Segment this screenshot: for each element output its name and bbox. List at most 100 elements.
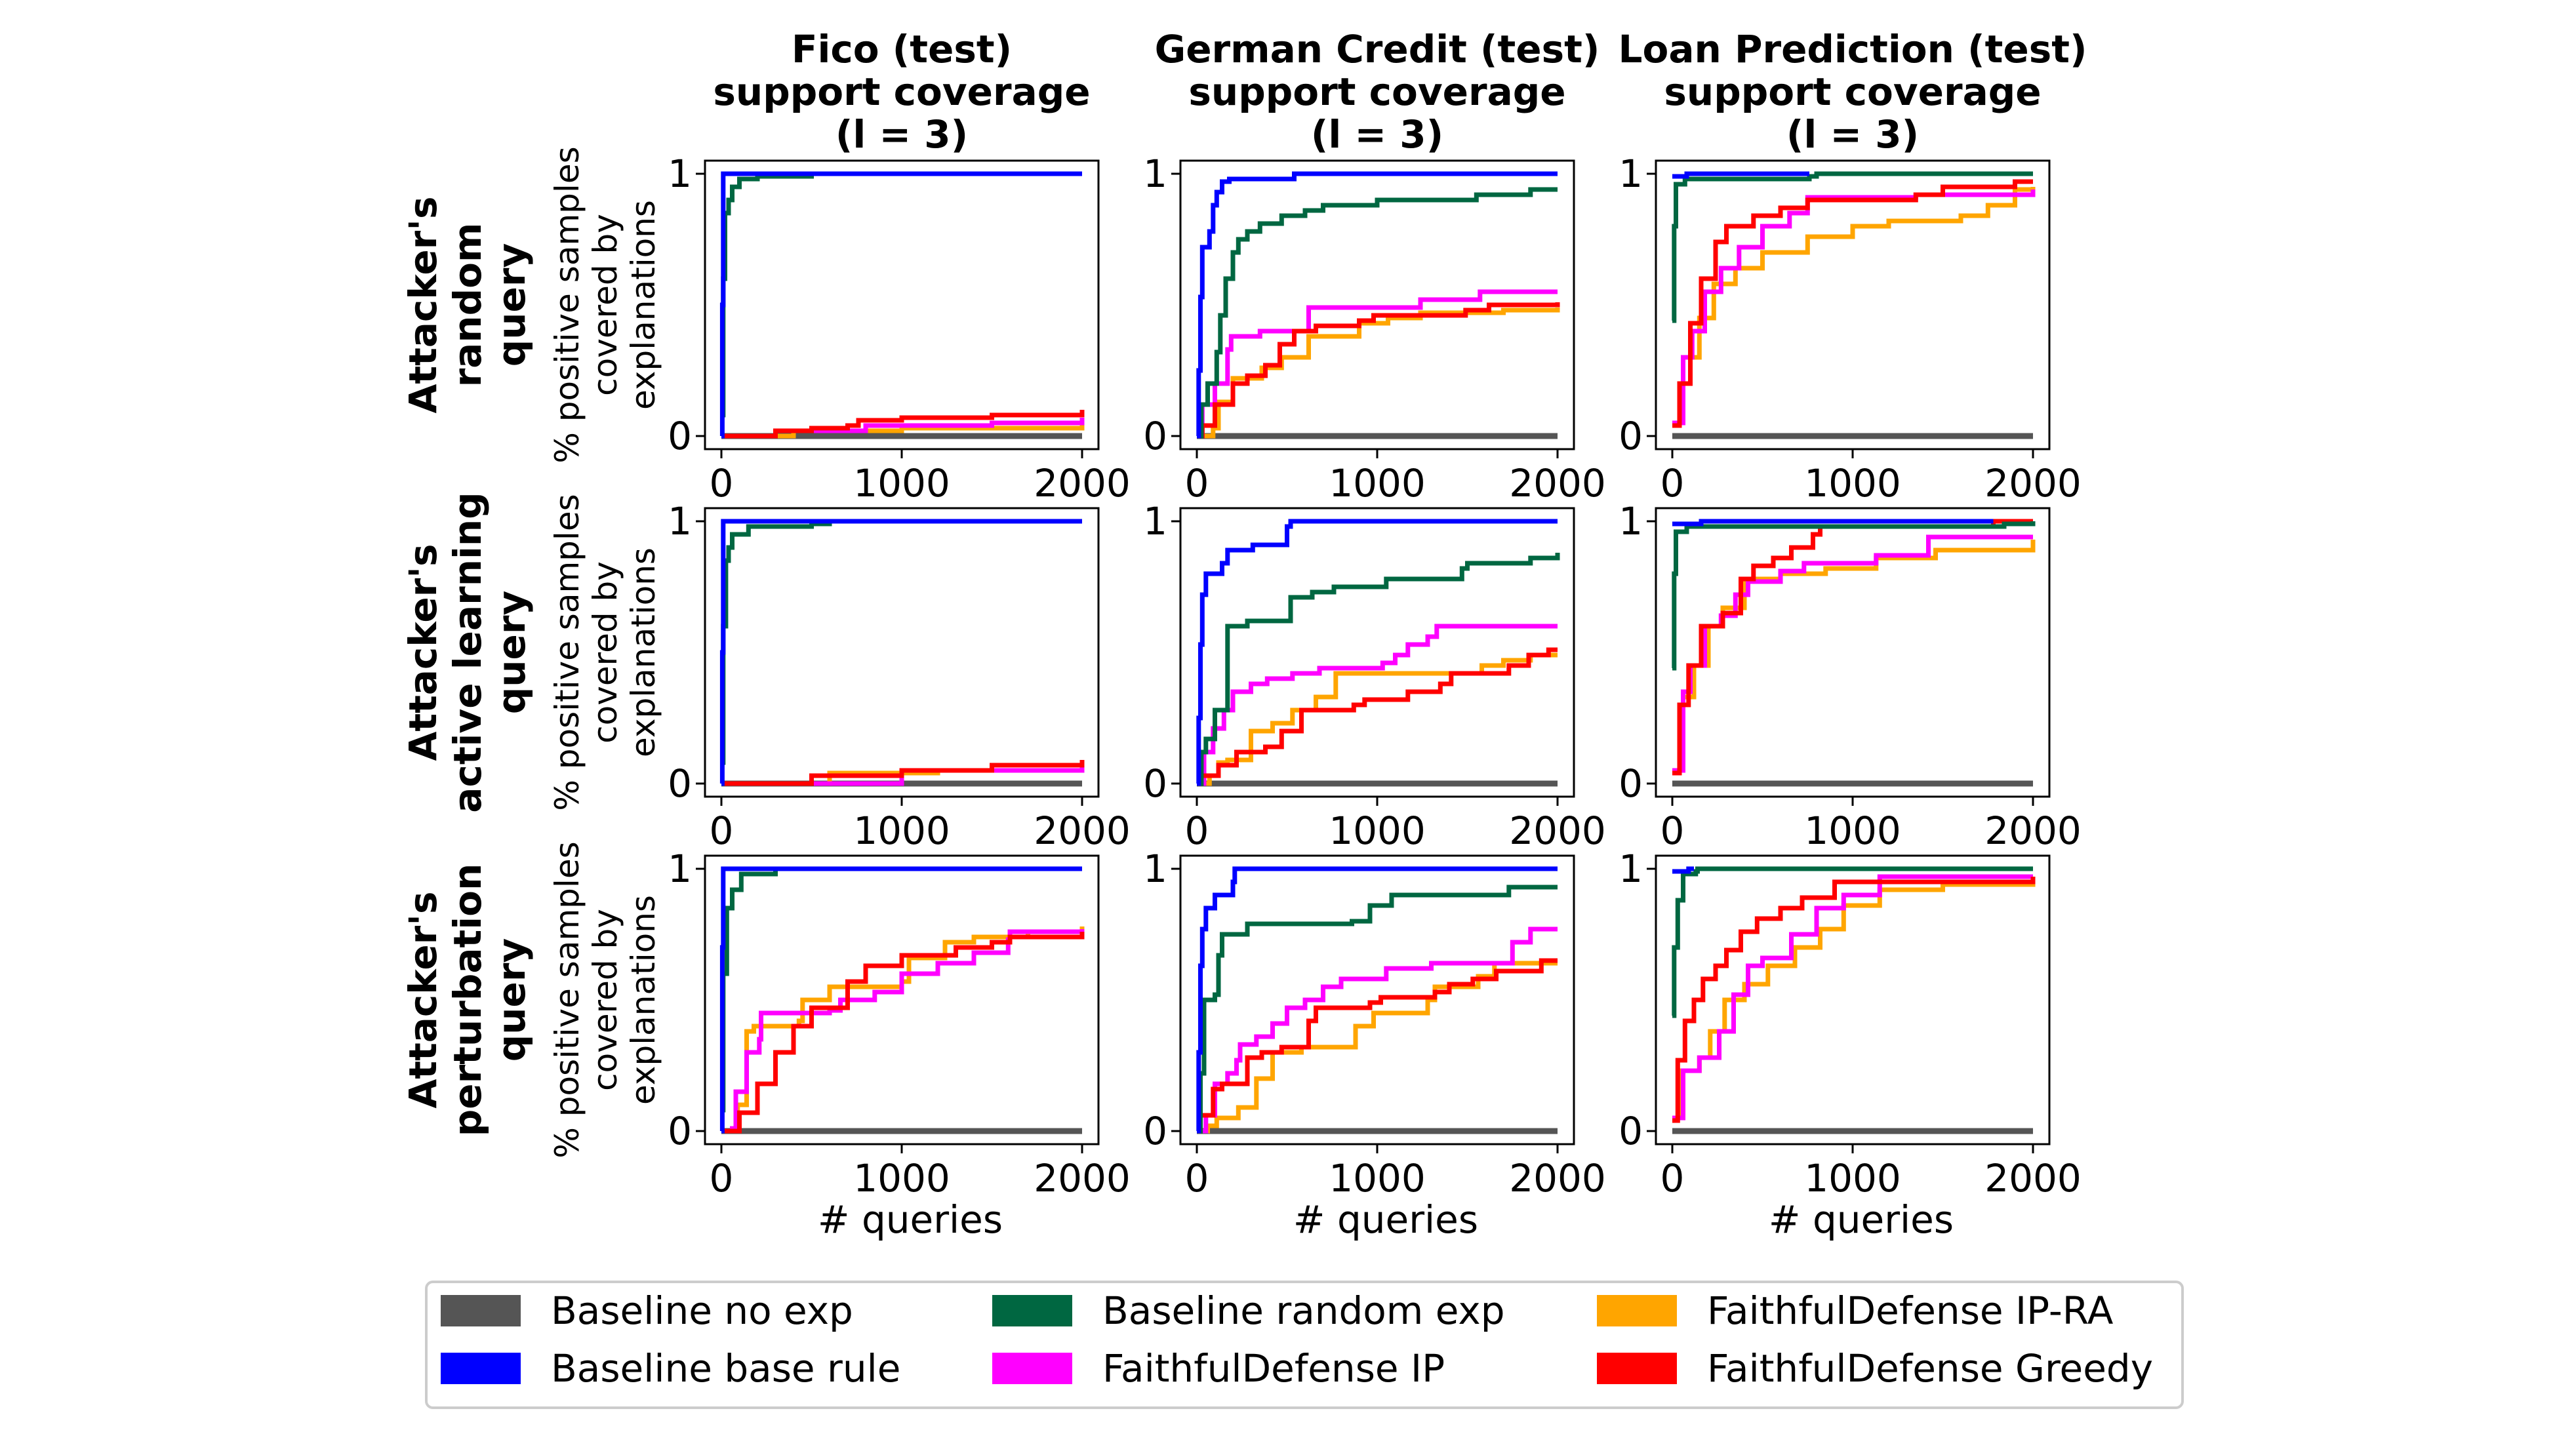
legend-label: Baseline no exp (551, 1288, 853, 1333)
col-title-german-line3: (l = 3) (1311, 112, 1443, 157)
x-tick-label: 1000 (1329, 461, 1426, 506)
series-line-rand (721, 171, 1082, 418)
y-tick-label: 1 (668, 151, 692, 196)
x-tick-label: 0 (710, 461, 734, 506)
x-tick-label: 1000 (1804, 808, 1901, 853)
col-title-loan-line2: support coverage (1664, 70, 2041, 114)
xlabel-loan: # queries (1769, 1197, 1954, 1242)
legend-item-rand: Baseline random exp (992, 1288, 1505, 1333)
series-line-base (1672, 866, 1694, 874)
x-tick-label: 1000 (853, 461, 950, 506)
row-title-random-line3: query (489, 243, 534, 367)
ylabel-row1-line1: % positive samples (548, 146, 586, 463)
series-line-greedy (1672, 519, 2033, 776)
y-tick-label: 1 (1619, 846, 1643, 891)
series-line-ipra (1197, 961, 1558, 1134)
row-title-random-line2: random (445, 223, 490, 388)
series-line-base (719, 519, 1082, 786)
series-line-base (1196, 866, 1558, 1134)
row-title-perturbation-line1: Attacker's (401, 891, 445, 1108)
ylabel-row2-line3: explanations (624, 547, 662, 757)
panel-loan-prediction-perturbation: 0 1 0 1000 2000 (1619, 846, 2082, 1201)
x-tick-label: 1000 (853, 808, 950, 853)
series-line-rand (1672, 521, 2036, 671)
x-tick-label: 0 (1185, 1156, 1209, 1201)
legend-swatch (1597, 1295, 1677, 1326)
legend-swatch (441, 1353, 521, 1384)
x-tick-label: 2000 (1034, 461, 1131, 506)
legend-label: FaithfulDefense Greedy (1707, 1346, 2153, 1391)
legend-label: Baseline random exp (1102, 1288, 1505, 1333)
x-axis-labels: # queries # queries # queries (818, 1197, 1954, 1242)
x-tick-label: 2000 (1509, 1156, 1606, 1201)
series-line-ipra (1197, 652, 1558, 786)
legend-swatch (441, 1295, 521, 1326)
series-line-ipra (721, 926, 1085, 1134)
series-line-greedy (1197, 302, 1560, 439)
column-titles: Fico (test) support coverage (l = 3) Ger… (713, 27, 2087, 157)
axes-frame (1655, 854, 2051, 1145)
row-title-random-line1: Attacker's (401, 196, 445, 413)
series-line-ipra (1672, 540, 2036, 773)
y-tick-label: 0 (1143, 761, 1167, 806)
legend-label: Baseline base rule (551, 1346, 900, 1391)
ylabel-row3-line1: % positive samples (548, 841, 586, 1158)
ylabel-row3-line2: covered by (586, 909, 624, 1091)
y-tick-label: 0 (1619, 414, 1643, 458)
y-tick-label: 0 (668, 761, 692, 806)
legend-item-ip: FaithfulDefense IP (992, 1346, 1445, 1391)
col-title-fico-line2: support coverage (713, 70, 1090, 114)
row-title-active-line3: query (489, 591, 534, 715)
row-title-perturbation-line3: query (489, 938, 534, 1062)
series-line-base (1196, 171, 1558, 439)
x-tick-label: 1000 (1329, 808, 1426, 853)
row-titles: Attacker's random query Attacker's activ… (401, 196, 534, 1136)
y-tick-label: 0 (1619, 761, 1643, 806)
y-tick-label: 0 (1619, 1109, 1643, 1153)
panel-loan-prediction-active-learning: 0 1 0 1000 2000 (1619, 499, 2082, 853)
series-line-base (1672, 519, 1994, 527)
series-line-ipra (721, 423, 1085, 439)
ylabel-row2-line1: % positive samples (548, 494, 586, 810)
panel-fico-active-learning: 0 1 0 1000 2000 (668, 499, 1131, 853)
series-line-ip (1672, 874, 2033, 1121)
panel-fico-perturbation: 0 1 0 1000 2000 (668, 846, 1131, 1201)
x-tick-label: 2000 (1984, 1156, 2082, 1201)
xlabel-fico: # queries (818, 1197, 1003, 1242)
y-tick-label: 1 (1619, 499, 1643, 544)
series-line-greedy (1197, 958, 1558, 1134)
x-tick-label: 0 (1660, 1156, 1685, 1201)
y-tick-label: 0 (668, 1109, 692, 1153)
series-line-base (719, 171, 1082, 439)
ylabel-row3-line3: explanations (624, 895, 662, 1105)
legend-swatch (1597, 1353, 1677, 1384)
col-title-fico-line3: (l = 3) (835, 112, 968, 157)
series-line-rand (1672, 171, 2033, 323)
series-line-ip (1672, 534, 2033, 773)
row-title-active-line2: active learning (445, 492, 490, 812)
x-tick-label: 1000 (1804, 461, 1901, 506)
x-tick-label: 2000 (1509, 808, 1606, 853)
y-tick-label: 1 (1143, 499, 1167, 544)
panel-loan-prediction-random: 0 1 0 1000 2000 (1619, 151, 2082, 506)
series-line-rand (721, 519, 1082, 765)
series-line-base (719, 866, 1082, 1134)
series-line-rand (1672, 866, 2033, 1018)
x-tick-label: 0 (1660, 808, 1685, 853)
axes-frame (704, 159, 1100, 450)
x-tick-label: 2000 (1984, 808, 2082, 853)
panel-fico-random: 0 1 0 1000 2000 (668, 151, 1131, 506)
series-line-rand (1197, 553, 1560, 786)
col-title-loan-line1: Loan Prediction (test) (1619, 27, 2087, 71)
axes-frame (1179, 854, 1575, 1145)
series-line-rand (1197, 187, 1558, 439)
xlabel-german: # queries (1293, 1197, 1478, 1242)
col-title-fico-line1: Fico (test) (792, 27, 1012, 71)
legend-label: FaithfulDefense IP (1102, 1346, 1445, 1391)
ylabel-row1-line3: explanations (624, 200, 662, 410)
col-title-german-line1: German Credit (test) (1155, 27, 1600, 71)
series-line-ip (1197, 624, 1558, 786)
series-line-greedy (721, 932, 1085, 1134)
